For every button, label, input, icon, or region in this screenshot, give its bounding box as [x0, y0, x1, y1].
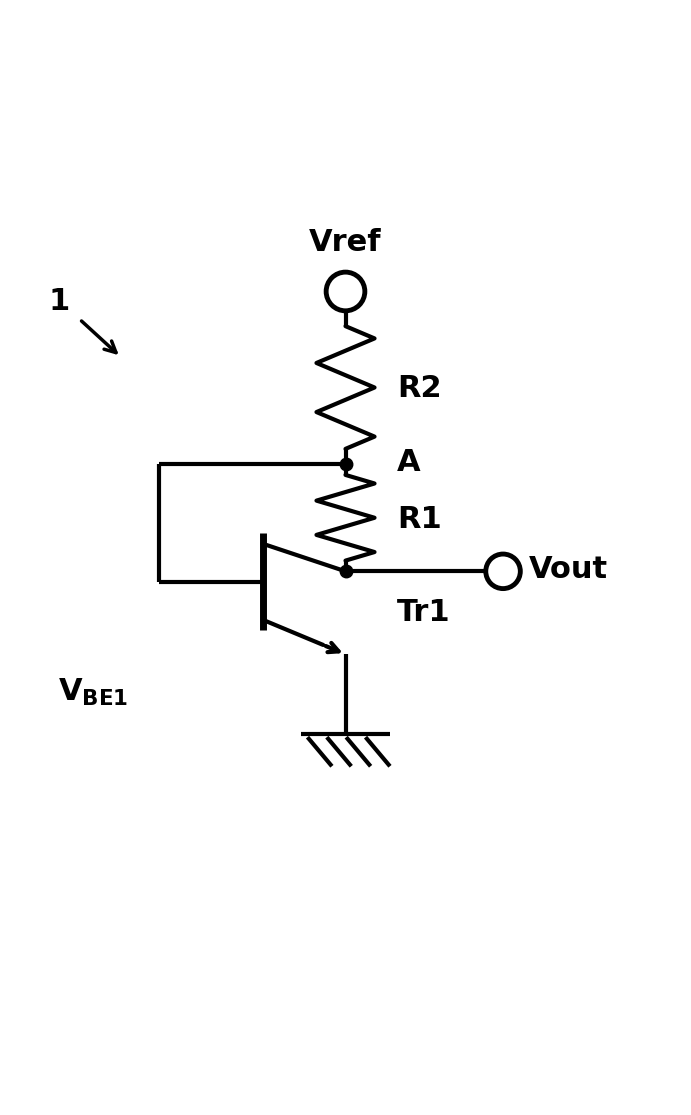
Text: Tr1: Tr1: [397, 599, 451, 628]
Text: $\mathbf{V_{BE1}}$: $\mathbf{V_{BE1}}$: [58, 677, 129, 708]
Text: R2: R2: [397, 374, 442, 403]
Text: Vref: Vref: [310, 227, 381, 256]
Text: A: A: [397, 448, 421, 477]
Text: 1: 1: [48, 288, 69, 317]
Text: R1: R1: [397, 505, 442, 534]
Text: Vout: Vout: [529, 555, 608, 584]
